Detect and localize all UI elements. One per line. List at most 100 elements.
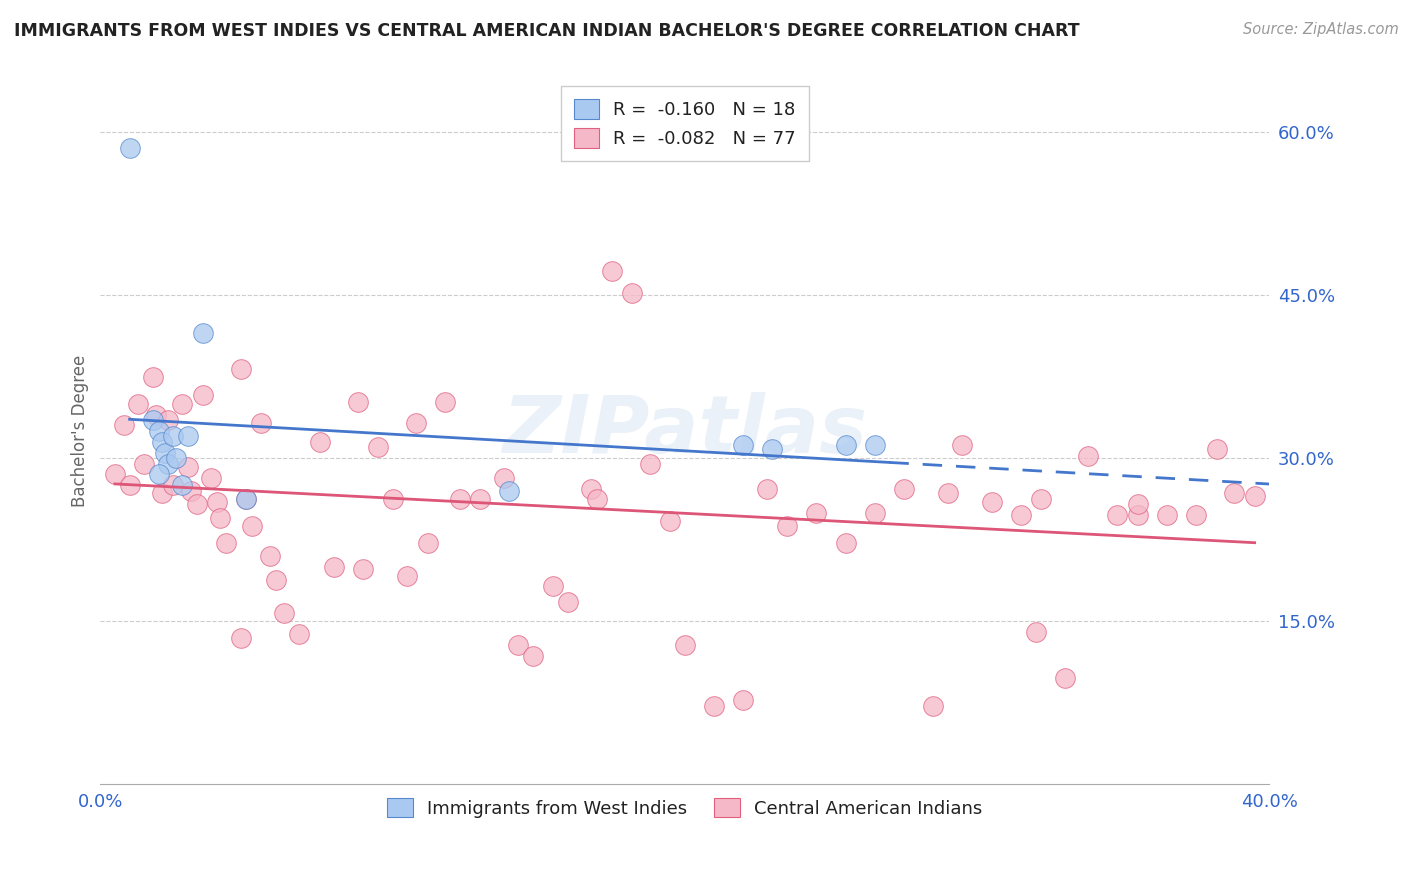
Point bbox=[229, 362, 252, 376]
Point bbox=[1223, 486, 1246, 500]
Point bbox=[352, 562, 374, 576]
Point bbox=[308, 434, 330, 449]
Point bbox=[673, 638, 696, 652]
Point bbox=[1156, 508, 1178, 522]
Point bbox=[235, 492, 257, 507]
Point bbox=[104, 467, 127, 482]
Point bbox=[755, 482, 778, 496]
Point bbox=[1243, 489, 1265, 503]
Point bbox=[191, 326, 214, 340]
Point bbox=[153, 445, 176, 459]
Point bbox=[733, 438, 755, 452]
Point bbox=[834, 536, 856, 550]
Point bbox=[834, 438, 856, 452]
Point bbox=[172, 478, 194, 492]
Legend: Immigrants from West Indies, Central American Indians: Immigrants from West Indies, Central Ame… bbox=[380, 790, 990, 825]
Point bbox=[586, 492, 609, 507]
Point bbox=[381, 492, 404, 507]
Point bbox=[936, 486, 959, 500]
Point bbox=[288, 627, 311, 641]
Point bbox=[1185, 508, 1208, 522]
Point bbox=[600, 264, 623, 278]
Point bbox=[893, 482, 915, 496]
Point bbox=[134, 457, 156, 471]
Point bbox=[118, 141, 141, 155]
Point bbox=[145, 408, 167, 422]
Text: ZIPatlas: ZIPatlas bbox=[502, 392, 868, 470]
Point bbox=[557, 595, 579, 609]
Point bbox=[703, 699, 725, 714]
Point bbox=[150, 486, 173, 500]
Point bbox=[396, 568, 419, 582]
Point bbox=[806, 506, 828, 520]
Point bbox=[863, 506, 886, 520]
Point bbox=[177, 459, 200, 474]
Point bbox=[172, 397, 194, 411]
Point bbox=[235, 492, 257, 507]
Point bbox=[118, 478, 141, 492]
Point bbox=[952, 438, 974, 452]
Point bbox=[165, 451, 187, 466]
Point bbox=[1077, 449, 1099, 463]
Point bbox=[207, 494, 229, 508]
Point bbox=[367, 440, 389, 454]
Point bbox=[112, 418, 135, 433]
Point bbox=[148, 424, 170, 438]
Point bbox=[1126, 508, 1149, 522]
Point bbox=[142, 413, 165, 427]
Point bbox=[209, 511, 232, 525]
Point bbox=[543, 579, 565, 593]
Point bbox=[180, 483, 202, 498]
Point bbox=[508, 638, 530, 652]
Point bbox=[434, 394, 457, 409]
Point bbox=[581, 482, 603, 496]
Point bbox=[215, 536, 238, 550]
Point bbox=[162, 478, 184, 492]
Point bbox=[200, 471, 222, 485]
Point bbox=[156, 413, 179, 427]
Text: Source: ZipAtlas.com: Source: ZipAtlas.com bbox=[1243, 22, 1399, 37]
Point bbox=[776, 518, 799, 533]
Point bbox=[250, 417, 273, 431]
Point bbox=[346, 394, 368, 409]
Point bbox=[259, 549, 281, 563]
Point bbox=[449, 492, 471, 507]
Text: IMMIGRANTS FROM WEST INDIES VS CENTRAL AMERICAN INDIAN BACHELOR'S DEGREE CORRELA: IMMIGRANTS FROM WEST INDIES VS CENTRAL A… bbox=[14, 22, 1080, 40]
Point bbox=[498, 483, 520, 498]
Point bbox=[1107, 508, 1129, 522]
Point bbox=[156, 457, 179, 471]
Point bbox=[922, 699, 945, 714]
Point bbox=[405, 417, 427, 431]
Point bbox=[522, 649, 544, 664]
Point bbox=[323, 560, 346, 574]
Point bbox=[1205, 442, 1227, 457]
Point bbox=[470, 492, 492, 507]
Point bbox=[186, 497, 208, 511]
Point bbox=[1010, 508, 1032, 522]
Point bbox=[127, 397, 149, 411]
Point bbox=[1053, 671, 1076, 685]
Point bbox=[1031, 492, 1053, 507]
Point bbox=[148, 467, 170, 482]
Point bbox=[761, 442, 783, 457]
Point bbox=[162, 429, 184, 443]
Point bbox=[229, 631, 252, 645]
Point bbox=[177, 429, 200, 443]
Point bbox=[264, 573, 287, 587]
Point bbox=[638, 457, 661, 471]
Point bbox=[1126, 497, 1149, 511]
Point bbox=[240, 518, 263, 533]
Point bbox=[1024, 625, 1046, 640]
Point bbox=[621, 285, 644, 300]
Point bbox=[863, 438, 886, 452]
Y-axis label: Bachelor's Degree: Bachelor's Degree bbox=[72, 355, 89, 507]
Point bbox=[150, 434, 173, 449]
Point bbox=[142, 369, 165, 384]
Point bbox=[733, 692, 755, 706]
Point bbox=[492, 471, 515, 485]
Point bbox=[980, 494, 1002, 508]
Point bbox=[191, 388, 214, 402]
Point bbox=[659, 514, 682, 528]
Point bbox=[416, 536, 439, 550]
Point bbox=[273, 606, 295, 620]
